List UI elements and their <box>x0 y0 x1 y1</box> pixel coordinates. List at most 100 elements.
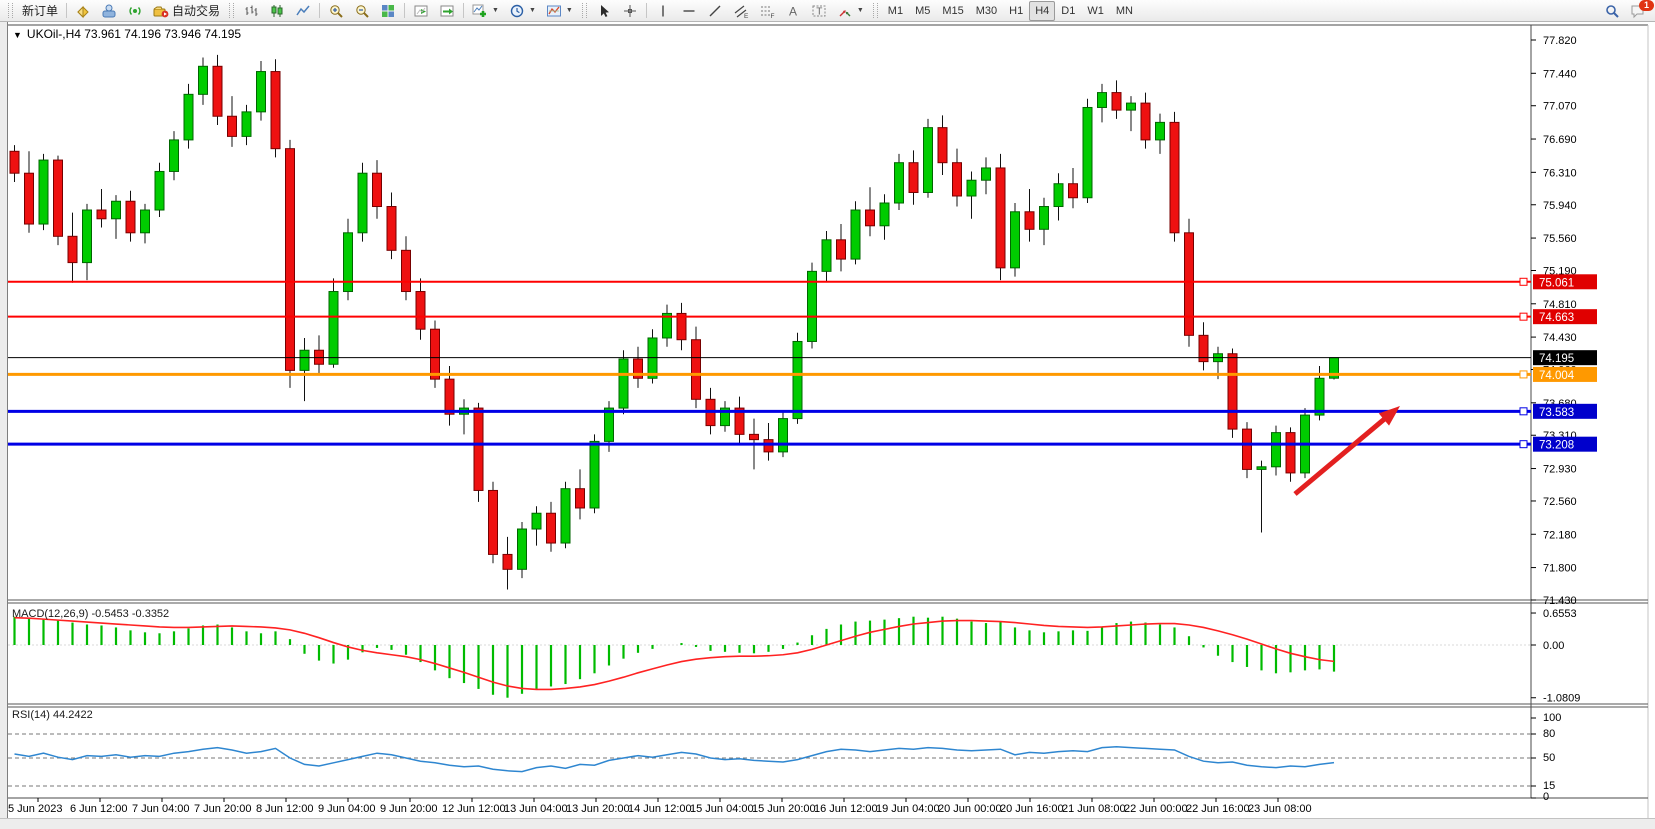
svg-text:100: 100 <box>1543 712 1561 724</box>
fibonacci-tool-button[interactable]: F <box>754 1 780 21</box>
timeframe-H4[interactable]: H4 <box>1029 0 1056 21</box>
indicators-button[interactable]: ▼ <box>467 1 504 21</box>
svg-text:5 Jun 2023: 5 Jun 2023 <box>8 803 62 815</box>
rsi-value: 44.2422 <box>52 709 93 721</box>
timeframe-M30[interactable]: M30 <box>975 4 998 17</box>
line-chart-icon <box>296 5 310 15</box>
channel-tool-button[interactable]: E <box>728 1 754 21</box>
svg-text:76.690: 76.690 <box>1543 134 1577 146</box>
svg-text:71.430: 71.430 <box>1543 595 1577 607</box>
svg-text:15 Jun 04:00: 15 Jun 04:00 <box>690 803 754 815</box>
toolbar-grip <box>229 3 235 18</box>
horizontal-lines[interactable] <box>8 277 1531 449</box>
svg-text:20 Jun 16:00: 20 Jun 16:00 <box>1000 803 1064 815</box>
main-toolbar: 新订单 自动交易 <box>0 0 1655 22</box>
bar-chart-icon <box>245 5 258 16</box>
text-label-tool-button[interactable]: T <box>806 1 832 21</box>
svg-text:F: F <box>770 13 774 19</box>
indicators-add-icon <box>472 4 487 17</box>
templates-button[interactable]: ▼ <box>541 1 578 21</box>
rsi-name: RSI(14) <box>12 709 50 721</box>
timeframe-H1[interactable]: H1 <box>1009 4 1024 17</box>
bar-chart-mode-button[interactable] <box>238 1 264 21</box>
search-icon <box>1606 4 1619 18</box>
periods-button[interactable]: ▼ <box>504 1 541 21</box>
timeframe-W1[interactable]: W1 <box>1087 4 1104 17</box>
svg-text:73.583: 73.583 <box>1539 407 1574 419</box>
trendline-tool-button[interactable] <box>702 1 728 21</box>
chart-shift-icon <box>414 5 428 16</box>
search-button[interactable] <box>1599 1 1625 21</box>
svg-text:73.208: 73.208 <box>1539 440 1574 452</box>
svg-text:72.560: 72.560 <box>1543 496 1577 508</box>
text-tool-button[interactable]: A <box>780 1 806 21</box>
toolbar-separator <box>645 3 647 18</box>
svg-text:9 Jun 04:00: 9 Jun 04:00 <box>318 803 376 815</box>
svg-text:12 Jun 12:00: 12 Jun 12:00 <box>442 803 506 815</box>
new-order-button[interactable]: 新订单 <box>17 1 63 21</box>
signals-button[interactable] <box>122 1 148 21</box>
svg-text:77.820: 77.820 <box>1543 35 1577 47</box>
rsi-pane: 100 80 50 150 <box>8 712 1561 803</box>
macd-pane: 0.6553 0.00 -1.0809 <box>8 608 1580 705</box>
zoom-in-button[interactable] <box>323 1 349 21</box>
timeframe-group: M1 M5 M15 M30 H1 H4 D1 W1 MN <box>882 0 1139 21</box>
macd-signal-value: -0.3352 <box>131 608 170 620</box>
cursor-tool-button[interactable] <box>591 1 617 21</box>
svg-text:20 Jun 00:00: 20 Jun 00:00 <box>938 803 1002 815</box>
svg-text:0.00: 0.00 <box>1543 640 1564 652</box>
pane-borders <box>6 24 1649 818</box>
svg-text:75.061: 75.061 <box>1539 277 1574 289</box>
text-icon: A <box>789 4 797 18</box>
toolbar-separator <box>404 3 406 18</box>
timeframe-M1[interactable]: M1 <box>887 4 904 17</box>
timeframe-MN[interactable]: MN <box>1115 4 1133 17</box>
svg-text:74.195: 74.195 <box>1539 353 1574 365</box>
svg-text:19 Jun 04:00: 19 Jun 04:00 <box>876 803 940 815</box>
clock-icon <box>510 4 524 17</box>
svg-text:E: E <box>744 13 749 19</box>
cursor-icon <box>600 4 609 17</box>
svg-text:22 Jun 00:00: 22 Jun 00:00 <box>1124 803 1188 815</box>
vertical-line-tool-button[interactable] <box>650 1 676 21</box>
shapes-tool-button[interactable]: ▼ <box>832 1 869 21</box>
zoom-out-icon <box>356 4 369 18</box>
timeframe-M15[interactable]: M15 <box>942 4 964 17</box>
navigator-button[interactable] <box>96 1 122 21</box>
tile-windows-button[interactable] <box>375 1 401 21</box>
horizontal-line-tool-button[interactable] <box>676 1 702 21</box>
zoom-out-button[interactable] <box>349 1 375 21</box>
zoom-in-icon <box>330 4 343 18</box>
chart-autoscroll-icon <box>440 5 454 16</box>
svg-text:A: A <box>789 4 797 18</box>
toolbar-grip <box>581 3 587 18</box>
svg-text:14 Jun 12:00: 14 Jun 12:00 <box>628 803 692 815</box>
crosshair-tool-button[interactable] <box>617 1 643 21</box>
svg-text:9 Jun 20:00: 9 Jun 20:00 <box>380 803 438 815</box>
trend-arrow-annotation[interactable] <box>1293 406 1400 496</box>
candlestick-mode-button[interactable] <box>264 1 290 21</box>
timeframe-D1[interactable]: D1 <box>1061 4 1076 17</box>
price-axis-badges: 75.061 74.663 74.004 73.583 73.208 74.195 <box>1533 274 1597 452</box>
macd-indicator-label: MACD(12,26,9) -0.5453 -0.3352 <box>12 608 169 620</box>
chart-collapse-icon[interactable]: ▼ <box>13 30 22 40</box>
navigator-icon <box>102 4 116 17</box>
autotrading-icon <box>153 6 169 17</box>
status-strip <box>0 818 1655 829</box>
svg-text:13 Jun 04:00: 13 Jun 04:00 <box>504 803 568 815</box>
svg-text:80: 80 <box>1543 728 1555 740</box>
autotrading-button[interactable]: 自动交易 <box>148 1 225 21</box>
chart-shift-button[interactable] <box>408 1 434 21</box>
dropdown-arrow-icon: ▼ <box>856 7 864 14</box>
chart-autoscroll-button[interactable] <box>434 1 460 21</box>
chat-button[interactable]: 1 <box>1625 0 1654 21</box>
svg-text:77.070: 77.070 <box>1543 101 1577 113</box>
timeframe-M5[interactable]: M5 <box>915 4 931 17</box>
svg-text:72.930: 72.930 <box>1543 464 1577 476</box>
macd-value: -0.5453 <box>91 608 129 620</box>
line-chart-mode-button[interactable] <box>290 1 316 21</box>
svg-text:72.180: 72.180 <box>1543 529 1577 541</box>
market-watch-button[interactable] <box>70 1 96 21</box>
svg-text:50: 50 <box>1543 752 1555 764</box>
